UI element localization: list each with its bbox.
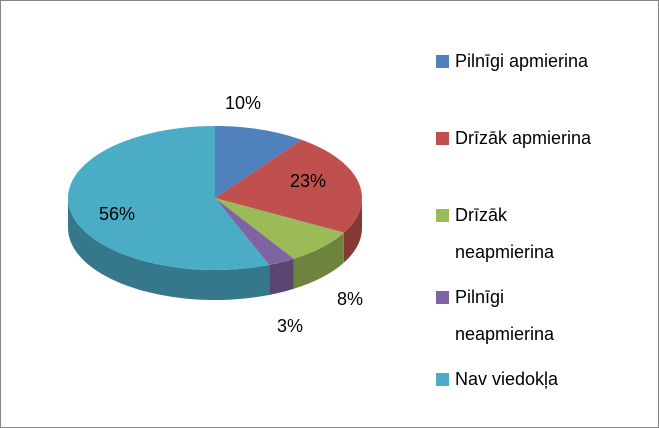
legend-label: Drīzāk apmierina: [455, 128, 592, 148]
data-label: 23%: [290, 171, 326, 191]
pie-side: [269, 258, 294, 295]
legend-label: Pilnīgi apmierina: [455, 51, 589, 71]
pie-slice: [215, 198, 344, 259]
pie-slice: [215, 139, 362, 233]
data-label: 56%: [99, 204, 135, 224]
pie-side: [68, 198, 270, 300]
legend-label: Pilnīgi neapmierina: [455, 287, 555, 344]
pie-slice: [215, 126, 302, 198]
legend-swatch: [436, 209, 449, 222]
data-label: 10%: [225, 93, 261, 113]
pie-slice: [215, 198, 294, 265]
legend-swatch: [436, 291, 449, 304]
data-label: 8%: [337, 289, 363, 309]
pie-slice: [67, 126, 270, 270]
legend-swatch: [436, 132, 449, 145]
pie-side: [293, 232, 344, 289]
legend-label: Drīzāk neapmierina: [455, 205, 555, 262]
pie-side: [343, 198, 362, 263]
data-label: 3%: [277, 316, 303, 336]
legend-swatch: [436, 373, 449, 386]
legend-label: Nav viedokļa: [455, 369, 559, 389]
legend-swatch: [436, 55, 449, 68]
